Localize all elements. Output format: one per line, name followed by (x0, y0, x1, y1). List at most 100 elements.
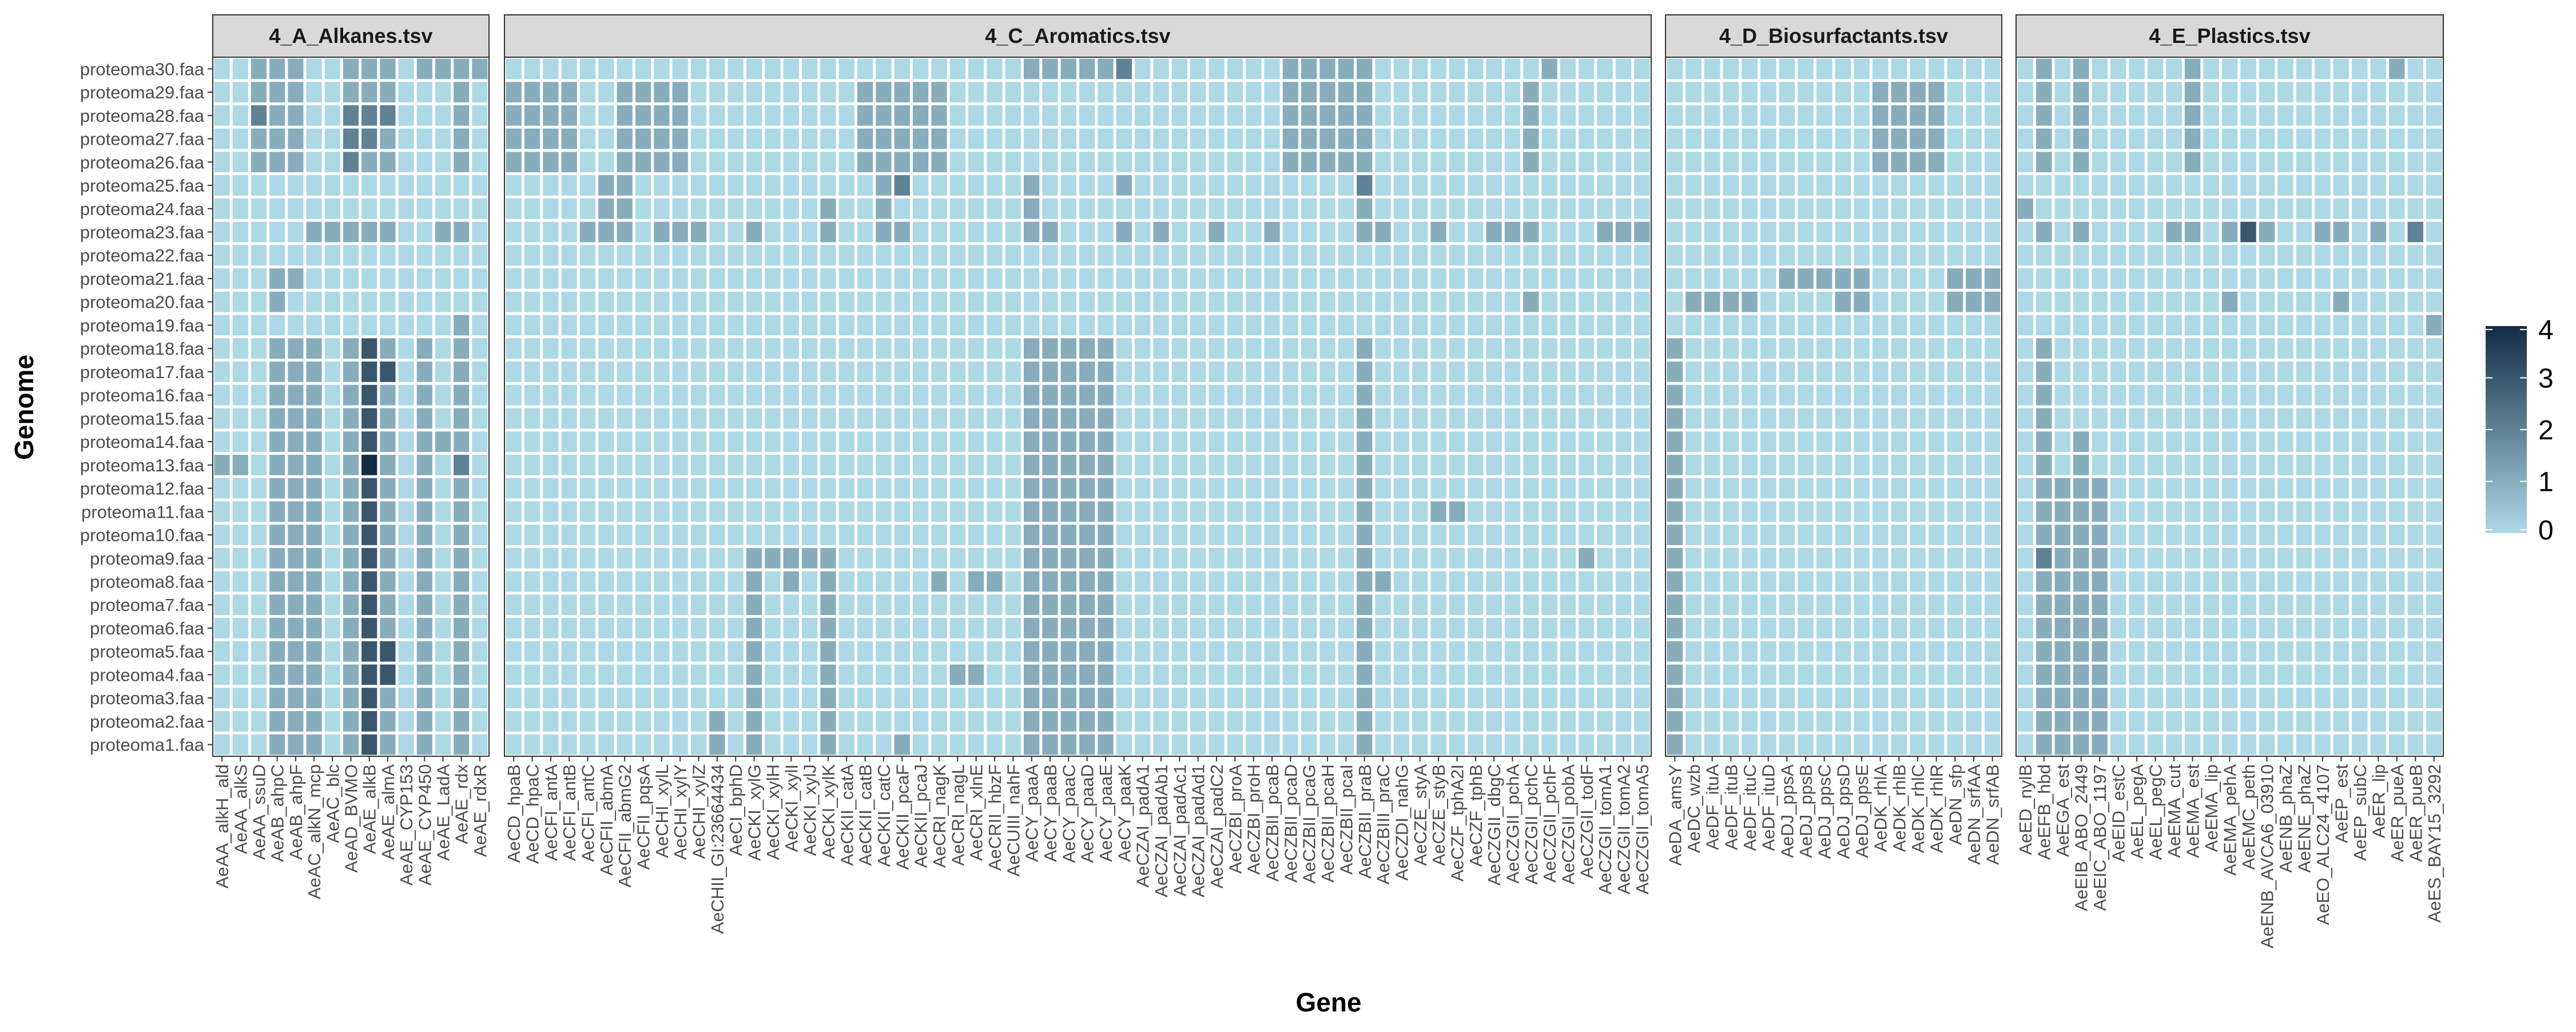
heatmap-cell (1560, 641, 1576, 662)
heatmap-cell (1430, 221, 1446, 243)
heatmap-cell (1042, 128, 1058, 149)
heatmap-cell (2166, 431, 2182, 452)
heatmap-cell (876, 58, 892, 80)
heatmap-cell (306, 501, 322, 522)
heatmap-cell (617, 711, 633, 732)
heatmap-cell (2240, 105, 2256, 126)
heatmap-cell (1966, 315, 1982, 336)
heatmap-cell (472, 221, 488, 243)
heatmap-cell (1079, 618, 1095, 638)
heatmap-cell (2203, 105, 2219, 126)
heatmap-cell (1319, 58, 1335, 80)
heatmap-cell (1634, 734, 1650, 755)
heatmap-cell (1209, 571, 1225, 592)
heatmap-cell (1412, 82, 1428, 102)
heatmap-cell (1667, 408, 1683, 429)
heatmap-cell (2203, 547, 2219, 569)
heatmap-cell (524, 384, 540, 406)
heatmap-cell (2092, 454, 2108, 475)
heatmap-cell (1023, 571, 1040, 592)
heatmap-cell (524, 58, 540, 80)
heatmap-cell (1005, 525, 1021, 545)
heatmap-cell (1947, 478, 1963, 499)
heatmap-cell (1246, 501, 1262, 522)
heatmap-cell (1412, 478, 1428, 499)
heatmap-cell (361, 618, 377, 638)
heatmap-cell (968, 688, 984, 709)
heatmap-cell (1760, 734, 1776, 755)
heatmap-cell (1984, 198, 2001, 219)
heatmap-cell (1060, 478, 1076, 499)
heatmap-cell (857, 641, 873, 662)
heatmap-cell (2036, 641, 2052, 662)
heatmap-cell (1779, 291, 1795, 312)
heatmap-cell (1135, 152, 1151, 173)
heatmap-cell (783, 571, 799, 592)
heatmap-cell (1135, 175, 1151, 196)
heatmap-cell (1704, 408, 1720, 429)
heatmap-cell (1153, 525, 1169, 545)
heatmap-cell (931, 501, 947, 522)
heatmap-cell (931, 128, 947, 149)
heatmap-cell (912, 362, 929, 382)
heatmap-cell (2110, 82, 2126, 102)
heatmap-cell (765, 82, 781, 102)
heatmap-cell (2203, 618, 2219, 638)
panel-title: 4_E_Plastics.tsv (2149, 24, 2310, 47)
heatmap-cell (801, 501, 818, 522)
heatmap-cell (1153, 711, 1169, 732)
heatmap-cell (1891, 175, 1907, 196)
heatmap-cell (1357, 408, 1373, 429)
heatmap-cell (543, 688, 559, 709)
heatmap-cell (543, 408, 559, 429)
heatmap-cell (1135, 618, 1151, 638)
heatmap-cell (1615, 408, 1632, 429)
heatmap-cell (472, 268, 488, 289)
heatmap-cell (801, 338, 818, 359)
heatmap-cell (2426, 594, 2442, 616)
heatmap-cell (1560, 384, 1576, 406)
heatmap-cell (1023, 431, 1040, 452)
heatmap-cell (1393, 362, 1410, 382)
heatmap-cell (1468, 58, 1484, 80)
heatmap-cell (1246, 152, 1262, 173)
heatmap-cell (1393, 571, 1410, 592)
heatmap-cell (214, 454, 230, 475)
heatmap-cell (2221, 641, 2238, 662)
heatmap-cell (2073, 571, 2089, 592)
heatmap-cell (1060, 268, 1076, 289)
heatmap-cell (1667, 454, 1683, 475)
heatmap-cell (1798, 128, 1814, 149)
heatmap-cell (561, 688, 577, 709)
heatmap-cell (598, 362, 614, 382)
heatmap-cell (1634, 384, 1650, 406)
heatmap-cell (416, 128, 432, 149)
heatmap-cell (1504, 128, 1521, 149)
heatmap-cell (1984, 454, 2001, 475)
heatmap-cell (1153, 221, 1169, 243)
heatmap-cell (288, 105, 304, 126)
heatmap-cell (1560, 688, 1576, 709)
heatmap-cell (2333, 408, 2350, 429)
heatmap-cell (2184, 58, 2201, 80)
heatmap-cell (1779, 478, 1795, 499)
heatmap-cell (1798, 58, 1814, 80)
heatmap-cell (1723, 664, 1739, 685)
heatmap-cell (1798, 454, 1814, 475)
heatmap-cell (579, 175, 596, 196)
heatmap-cell (2315, 547, 2331, 569)
heatmap-cell (2092, 408, 2108, 429)
heatmap-cell (543, 431, 559, 452)
heatmap-cell (1947, 734, 1963, 755)
heatmap-cell (617, 431, 633, 452)
heatmap-cell (1579, 221, 1595, 243)
heatmap-cell (1760, 478, 1776, 499)
heatmap-cell (306, 478, 322, 499)
heatmap-cell (2389, 175, 2405, 196)
heatmap-cell (1227, 105, 1243, 126)
heatmap-cell (1319, 362, 1335, 382)
heatmap-cell (1301, 478, 1317, 499)
heatmap-cell (2370, 641, 2387, 662)
heatmap-cell (672, 478, 688, 499)
heatmap-cell (1910, 362, 1926, 382)
